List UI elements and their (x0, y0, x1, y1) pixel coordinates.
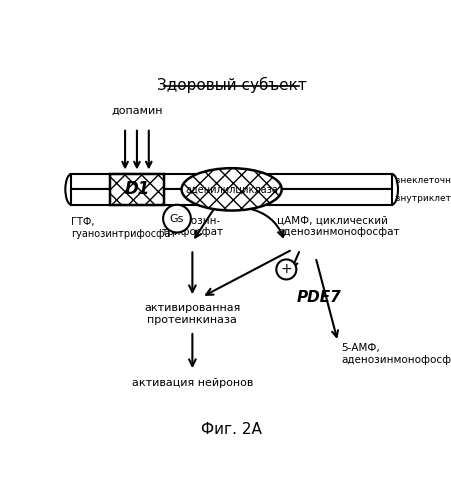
Text: +: + (280, 262, 291, 276)
Text: цАМФ, циклический
аденозинмонофосфат: цАМФ, циклический аденозинмонофосфат (276, 216, 399, 237)
Text: 5-АМФ,
аденозинмонофосфат: 5-АМФ, аденозинмонофосфат (340, 344, 451, 365)
Text: ГТФ,
гуанозинтрифосфат: ГТФ, гуанозинтрифосфат (71, 217, 176, 238)
Text: допамин: допамин (111, 106, 162, 116)
Text: Gs: Gs (170, 214, 184, 224)
Text: Фиг. 2А: Фиг. 2А (201, 422, 262, 437)
Text: внутриклеточное пространство: внутриклеточное пространство (394, 194, 451, 203)
Text: PDE7: PDE7 (296, 290, 341, 304)
Text: Здоровый субъект: Здоровый субъект (156, 77, 306, 93)
Text: аденозин-
трифосфат: аденозин- трифосфат (161, 216, 223, 237)
Text: активированная
протеинкиназа: активированная протеинкиназа (144, 304, 240, 325)
Text: внеклеточное пространство: внеклеточное пространство (394, 176, 451, 184)
Bar (110, 174, 164, 205)
Bar (71, 190, 391, 205)
Bar (71, 174, 391, 190)
Circle shape (276, 260, 296, 280)
Circle shape (163, 205, 190, 233)
Text: аденилилциклаза: аденилилциклаза (185, 184, 277, 194)
Ellipse shape (181, 168, 281, 210)
Text: D1: D1 (124, 180, 149, 198)
Text: активация нейронов: активация нейронов (131, 378, 253, 388)
